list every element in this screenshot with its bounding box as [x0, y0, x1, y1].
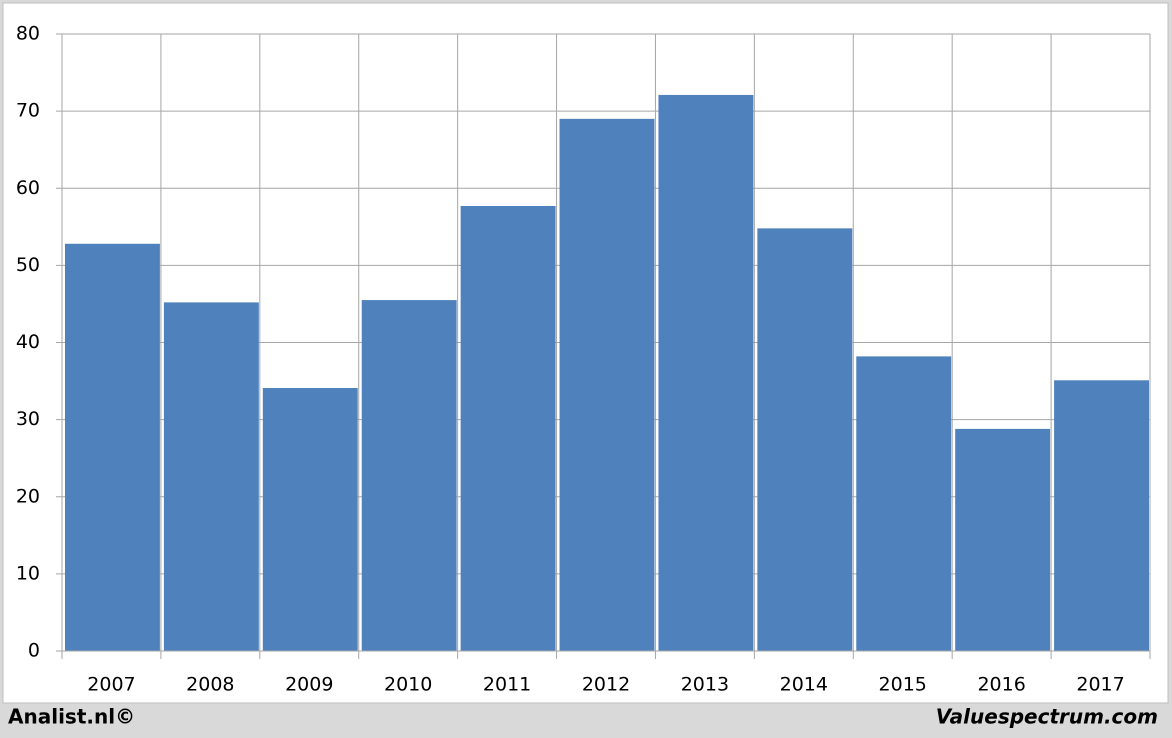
y-tick-label: 60 [16, 177, 40, 199]
x-tick-label: 2012 [582, 674, 630, 696]
y-tick-label: 0 [28, 640, 40, 662]
x-tick-label: 2008 [186, 674, 234, 696]
y-tick-label: 30 [16, 408, 40, 430]
x-tick-label: 2015 [879, 674, 927, 696]
x-tick-label: 2013 [681, 674, 729, 696]
bar [361, 300, 457, 651]
bar [658, 94, 754, 651]
y-tick-label: 80 [16, 23, 40, 45]
x-tick-label: 2009 [285, 674, 333, 696]
y-tick-label: 40 [16, 331, 40, 353]
x-tick-label: 2016 [977, 674, 1025, 696]
footer-left: Analist.nl© [8, 705, 135, 729]
bar [163, 302, 259, 651]
y-tick-label: 70 [16, 100, 40, 122]
y-tick-label: 10 [16, 562, 40, 584]
bar [955, 428, 1051, 651]
bar [65, 243, 160, 651]
footer-right: Valuespectrum.com [936, 705, 1158, 729]
x-tick-label: 2017 [1076, 674, 1124, 696]
bar [559, 118, 655, 651]
x-tick-label: 2010 [384, 674, 432, 696]
x-tick-label: 2014 [780, 674, 828, 696]
bar [1054, 380, 1149, 651]
bar [262, 388, 358, 651]
y-tick-label: 20 [16, 485, 40, 507]
bar [757, 228, 853, 652]
bar [460, 205, 556, 651]
y-tick-label: 50 [16, 254, 40, 276]
bar [856, 356, 952, 651]
x-tick-label: 2007 [87, 674, 135, 696]
x-tick-label: 2011 [483, 674, 531, 696]
